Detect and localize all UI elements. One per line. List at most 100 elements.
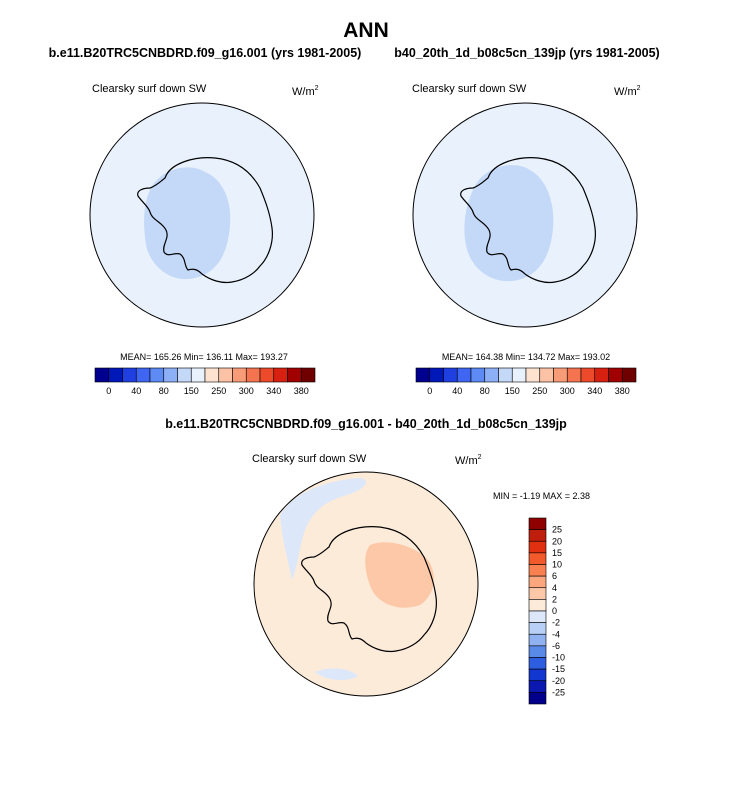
diff-variable: Clearsky surf down SW bbox=[252, 453, 367, 465]
panel-b-colorbar-tick-label: 380 bbox=[615, 386, 630, 396]
panel-b-colorbar-swatch bbox=[553, 367, 568, 383]
panel-b-colorbar: 0 40 80 150 250 300 340 380 bbox=[415, 367, 637, 396]
diff-colorbar-tick-label: -4 bbox=[552, 629, 560, 639]
panel-a-colorbar-swatch bbox=[287, 367, 302, 383]
panel-b-colorbar-tick-label: 300 bbox=[560, 386, 575, 396]
panel-a-colorbar-swatch bbox=[135, 367, 151, 383]
panel-a-colorbar-tick-label: 340 bbox=[266, 386, 281, 396]
diff-colorbar-swatch bbox=[528, 610, 547, 623]
diff-colorbar-swatch bbox=[528, 517, 547, 530]
panel-a-map bbox=[90, 103, 314, 327]
difference-header: b.e11.B20TRC5CNBDRD.f09_g16.001 - b40_20… bbox=[165, 417, 567, 431]
panel-b-colorbar-swatch bbox=[621, 367, 637, 383]
panel-b-contour-fill bbox=[464, 165, 554, 282]
case-a-header: b.e11.B20TRC5CNBDRD.f09_g16.001 (yrs 198… bbox=[49, 46, 362, 60]
panel-b-colorbar-swatch bbox=[566, 367, 582, 383]
panel-a-colorbar-swatch bbox=[177, 367, 192, 383]
case-b-header: b40_20th_1d_b08c5cn_139jp (yrs 1981-2005… bbox=[394, 46, 659, 60]
diff-colorbar-tick-label: -2 bbox=[552, 618, 560, 628]
diff-colorbar-swatch bbox=[528, 575, 547, 589]
panel-a-colorbar-swatch bbox=[300, 367, 316, 383]
panel-case-a: Clearsky surf down SW W/m2 MEAN= 165.26 … bbox=[89, 83, 319, 396]
diff-negative-region-west bbox=[280, 478, 366, 580]
panel-a-contour-fill bbox=[144, 167, 231, 280]
panel-difference: Clearsky surf down SW W/m2 MIN = -1.19 M… bbox=[252, 453, 590, 705]
panel-a-colorbar-tick-label: 250 bbox=[211, 386, 226, 396]
panel-a-colorbar-swatch bbox=[94, 367, 110, 383]
panel-a-colorbar-swatch bbox=[163, 367, 178, 383]
diff-colorbar-tick-label: -15 bbox=[552, 664, 565, 674]
diff-colorbar-swatch bbox=[528, 599, 547, 612]
diff-colorbar-swatch bbox=[528, 587, 547, 600]
diff-colorbar-tick-label: 6 bbox=[552, 571, 557, 581]
panel-a-colorbar-swatch bbox=[204, 367, 220, 383]
panel-a-colorbar-tick-label: 80 bbox=[159, 386, 169, 396]
panel-case-b: Clearsky surf down SW W/m2 MEAN= 164.38 … bbox=[412, 83, 641, 396]
diff-colorbar-swatch bbox=[528, 633, 547, 647]
diff-units: W/m2 bbox=[455, 454, 482, 467]
panel-b-colorbar-tick-label: 340 bbox=[587, 386, 602, 396]
diff-colorbar-swatch bbox=[528, 645, 547, 658]
diff-colorbar-swatch bbox=[528, 622, 547, 635]
panel-b-colorbar-swatch bbox=[484, 367, 499, 383]
diff-colorbar-swatch bbox=[528, 564, 547, 577]
panel-a-colorbar-swatch bbox=[122, 367, 137, 383]
diff-colorbar-swatch bbox=[528, 680, 547, 693]
panel-b-colorbar-swatch bbox=[608, 367, 623, 383]
panel-b-colorbar-swatch bbox=[594, 367, 609, 383]
panel-a-units: W/m2 bbox=[292, 85, 319, 98]
diff-map-boundary bbox=[253, 471, 479, 697]
diff-colorbar-tick-label: 10 bbox=[552, 560, 562, 570]
panel-a-colorbar-tick-label: 380 bbox=[294, 386, 309, 396]
diff-colorbar-tick-label: -10 bbox=[552, 653, 565, 663]
panel-b-colorbar-swatch bbox=[525, 367, 541, 383]
panel-b-colorbar-tick-label: 150 bbox=[505, 386, 520, 396]
panel-a-colorbar-swatch bbox=[218, 367, 233, 383]
panel-b-colorbar-swatch bbox=[456, 367, 472, 383]
panel-a-colorbar-swatch bbox=[245, 367, 261, 383]
panel-a-variable: Clearsky surf down SW bbox=[92, 83, 207, 95]
diff-colorbar-swatch bbox=[528, 529, 547, 542]
panel-b-stats: MEAN= 164.38 Min= 134.72 Max= 193.02 bbox=[442, 352, 610, 362]
panel-a-colorbar-swatch bbox=[259, 367, 275, 383]
panel-a-colorbar-tick-label: 40 bbox=[131, 386, 141, 396]
panel-b-colorbar-swatch bbox=[415, 367, 431, 383]
panel-b-colorbar-tick-label: 250 bbox=[532, 386, 547, 396]
panel-a-colorbar: 0 40 80 150 250 300 340 380 bbox=[94, 367, 316, 396]
panel-b-colorbar-swatch bbox=[580, 367, 596, 383]
panel-b-colorbar-tick-label: 40 bbox=[452, 386, 462, 396]
diff-negative-region-south bbox=[315, 668, 358, 681]
diff-colorbar-tick-label: 20 bbox=[552, 536, 562, 546]
panel-b-colorbar-swatch bbox=[539, 367, 554, 383]
panel-b-colorbar-tick-label: 0 bbox=[427, 386, 432, 396]
diff-colorbar-swatch bbox=[528, 668, 547, 682]
panel-b-colorbar-swatch bbox=[470, 367, 486, 383]
panel-a-colorbar-swatch bbox=[108, 367, 123, 383]
page-title: ANN bbox=[343, 19, 389, 42]
diff-colorbar-swatch bbox=[528, 692, 547, 705]
panel-b-map bbox=[413, 103, 637, 327]
panel-a-colorbar-swatch bbox=[232, 367, 247, 383]
diff-colorbar-tick-label: 25 bbox=[552, 525, 562, 535]
panel-b-units: W/m2 bbox=[614, 85, 641, 98]
panel-b-colorbar-swatch bbox=[511, 367, 527, 383]
panel-a-colorbar-swatch bbox=[273, 367, 288, 383]
panel-a-colorbar-tick-label: 300 bbox=[239, 386, 254, 396]
diff-colorbar-tick-label: -6 bbox=[552, 641, 560, 651]
panel-a-map-boundary bbox=[89, 102, 315, 328]
panel-b-map-boundary bbox=[412, 102, 638, 328]
panel-b-colorbar-swatch bbox=[498, 367, 513, 383]
diff-colorbar-tick-label: 2 bbox=[552, 594, 557, 604]
diff-colorbar-swatch bbox=[528, 552, 547, 565]
panel-a-stats: MEAN= 165.26 Min= 136.11 Max= 193.27 bbox=[120, 352, 288, 362]
diff-colorbar-swatch bbox=[528, 540, 547, 554]
panel-b-colorbar-swatch bbox=[443, 367, 458, 383]
panel-a-colorbar-tick-label: 150 bbox=[184, 386, 199, 396]
panel-a-colorbar-swatch bbox=[190, 367, 206, 383]
panel-a-colorbar-swatch bbox=[149, 367, 165, 383]
diff-stats: MIN = -1.19 MAX = 2.38 bbox=[493, 491, 590, 501]
diff-colorbar-tick-label: 0 bbox=[552, 606, 557, 616]
diff-colorbar-tick-label: 4 bbox=[552, 583, 557, 593]
